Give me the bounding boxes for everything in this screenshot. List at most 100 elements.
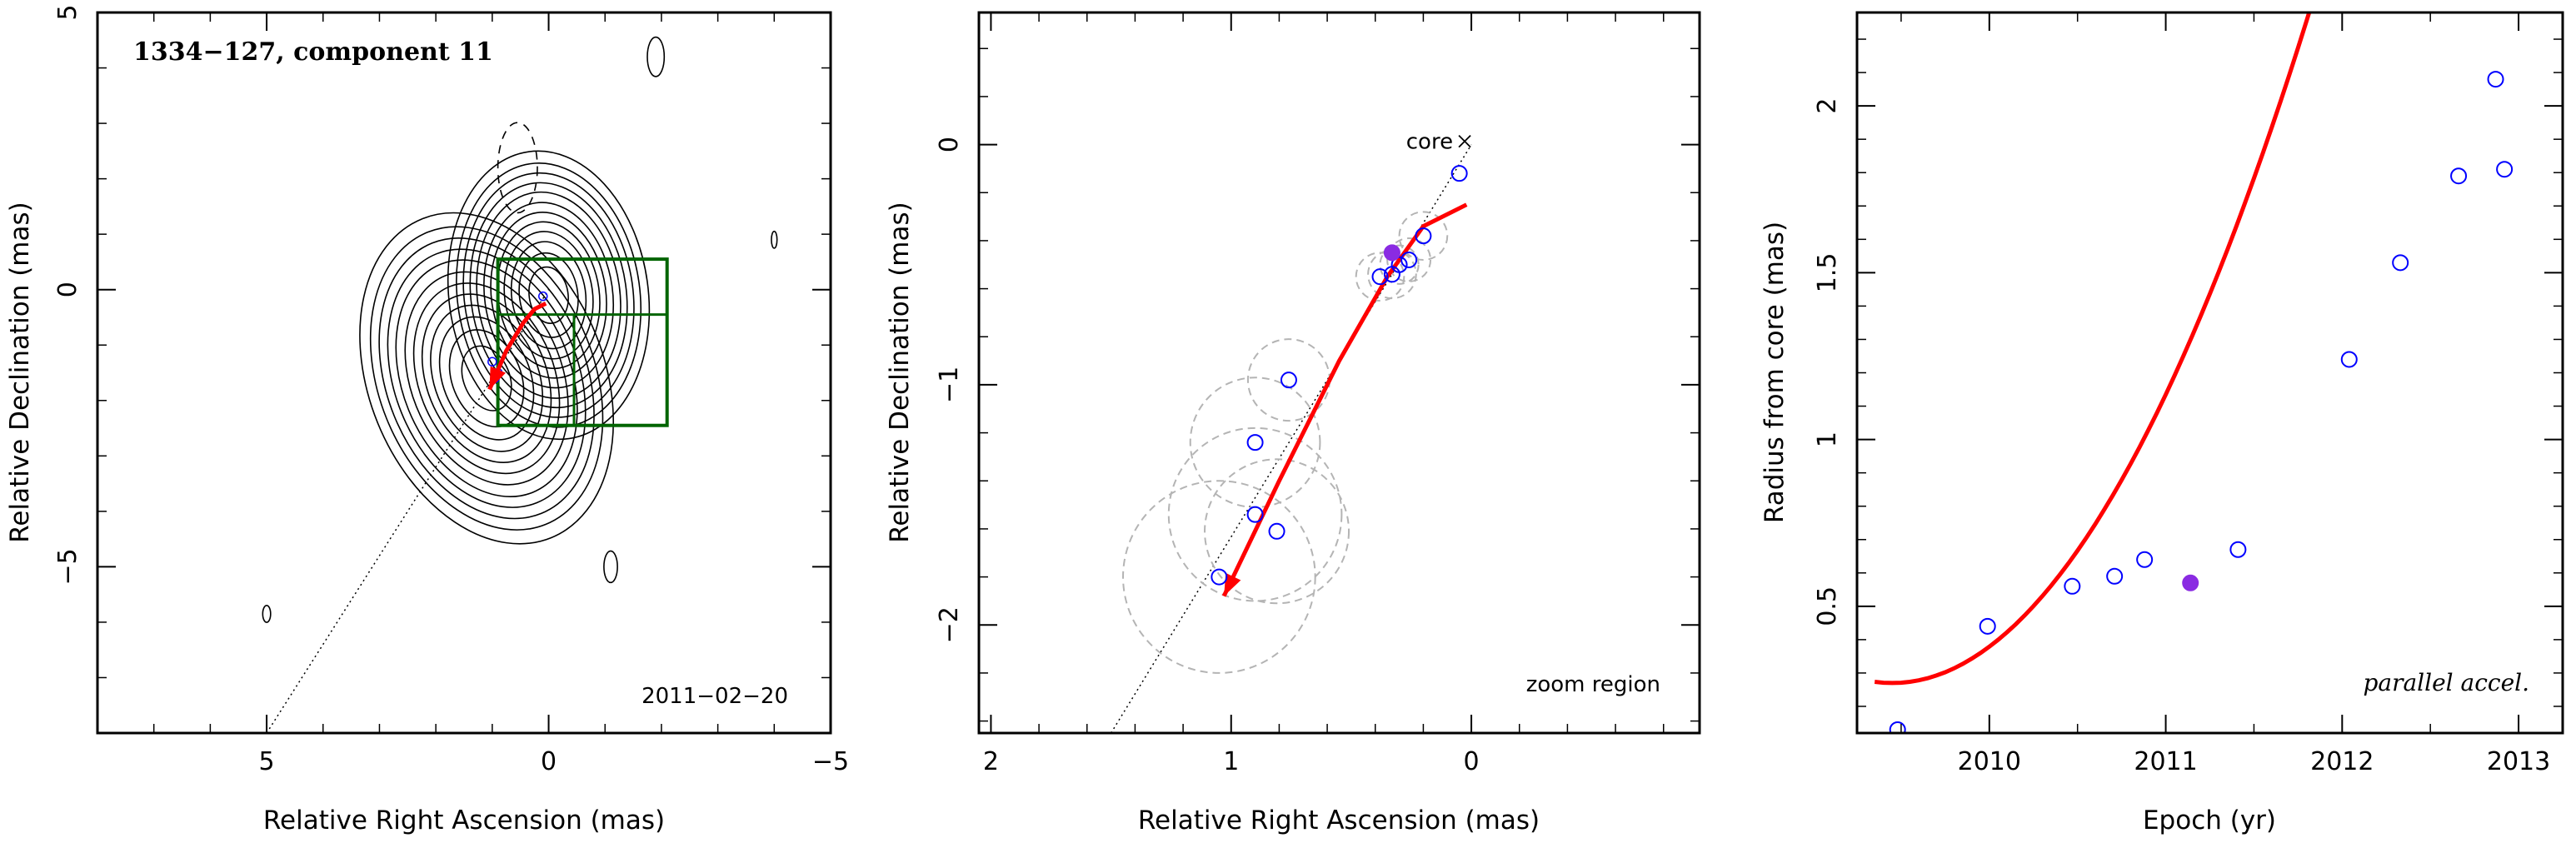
open-point <box>1889 721 1906 733</box>
radius-y-tick-label: 2 <box>1813 98 1842 114</box>
error-circle <box>1204 458 1350 605</box>
zoom-x-tick-label: 0 <box>1464 747 1480 776</box>
radius-epoch-label: parallel accel. <box>2363 669 2529 696</box>
contour-level <box>456 162 642 428</box>
contour-level <box>359 212 614 545</box>
trajectory-arrow <box>1224 572 1241 596</box>
radius-epoch-ticks: 2010 2011 2012 2013 0.5 1 1.5 2 <box>1813 12 2563 776</box>
contour-level <box>369 226 604 531</box>
filled-point <box>2182 574 2199 591</box>
contour-level <box>462 172 635 418</box>
open-point <box>2064 577 2081 595</box>
radius-epoch-frame <box>1855 11 2564 735</box>
contour-map-ylabel: Relative Declination (mas) <box>5 202 35 543</box>
open-point <box>2136 551 2154 568</box>
epoch-x-tick-label: 2011 <box>2134 747 2197 776</box>
zoom-x-tick-label: 2 <box>983 747 999 776</box>
error-circle <box>1386 237 1432 282</box>
open-point <box>2450 167 2468 185</box>
isolated-contour <box>262 604 272 623</box>
radius-epoch-xlabel: Epoch (yr) <box>2143 806 2276 836</box>
open-point <box>2106 567 2124 585</box>
trajectory-line <box>1221 202 1468 597</box>
zoom-region-ylabel: Relative Declination (mas) <box>885 202 915 543</box>
open-point <box>1371 268 1389 286</box>
isolated-contour <box>497 122 538 214</box>
isolated-contour <box>646 36 666 77</box>
panel-radius-epoch: 2010 2011 2012 2013 0.5 1 1.5 2 parallel accel.… <box>1760 11 2564 836</box>
open-point <box>2487 71 2504 88</box>
open-point <box>2392 254 2409 272</box>
epoch-x-tick-label: 2013 <box>2487 747 2550 776</box>
zoom-region-frame <box>977 11 1701 735</box>
contour-map-x-tick-label: 5 <box>259 747 275 776</box>
contour-level <box>490 212 607 379</box>
position-marker <box>487 357 497 367</box>
epoch-x-tick-label: 2012 <box>2310 747 2374 776</box>
open-point <box>2496 161 2514 178</box>
panel-contour-map: 5 0 −5 5 0 −5 1334−127, component 11 2011−02−… <box>5 4 849 836</box>
contour-map-xlabel: Relative Right Ascension (mas) <box>263 806 665 836</box>
contour-map-y-tick-label: 5 <box>53 4 82 20</box>
contour-map-content <box>262 36 778 733</box>
contour-level <box>412 282 561 475</box>
contour-map-title: 1334−127, component 11 <box>133 37 493 67</box>
isolated-contour <box>771 230 778 249</box>
error-circle <box>1122 480 1316 674</box>
zoom-region-content <box>1110 134 1472 733</box>
open-point <box>1246 506 1264 523</box>
contour-level <box>430 304 544 452</box>
radius-epoch-content <box>1874 12 2514 733</box>
open-point <box>1268 522 1286 540</box>
open-point <box>1383 266 1400 283</box>
radius-y-tick-label: 0.5 <box>1813 586 1842 626</box>
contour-level <box>387 248 587 508</box>
zoom-region-label: zoom region <box>1526 672 1660 697</box>
open-point <box>2340 351 2358 368</box>
contour-map-y-tick-label: −5 <box>53 548 82 585</box>
contour-level <box>404 271 569 486</box>
contour-map-y-tick-label: 0 <box>53 282 82 297</box>
fit-curve <box>1874 12 2312 686</box>
open-point <box>1979 617 1996 635</box>
contour-level <box>438 316 535 441</box>
contour-level <box>518 252 579 338</box>
trajectory-arrow <box>489 366 507 390</box>
zoom-box <box>496 257 669 427</box>
zoom-region-ticks: 2 1 0 0 −1 −2 <box>935 12 1700 776</box>
panel-zoom-region: 2 1 0 0 −1 −2 core zoom region Relative Right… <box>885 11 1701 836</box>
open-point <box>1450 165 1468 182</box>
contour-map-date: 2011−02−20 <box>642 684 788 709</box>
open-point <box>1415 227 1432 245</box>
contour-level <box>395 259 578 498</box>
position-marker <box>538 291 548 302</box>
contour-level <box>483 202 615 389</box>
contour-level <box>469 182 628 409</box>
epoch-x-tick-label: 2010 <box>1958 747 2021 776</box>
zoom-y-tick-label: 0 <box>935 137 964 152</box>
zoom-y-tick-label: −2 <box>935 606 964 643</box>
error-circle <box>1167 426 1343 602</box>
contour-map-ticks: 5 0 −5 5 0 −5 <box>53 4 849 776</box>
open-point <box>2229 541 2247 558</box>
contour-map-x-tick-label: −5 <box>812 747 849 776</box>
core-label: core <box>1406 130 1453 155</box>
isolated-contour <box>603 550 618 584</box>
zoom-x-tick-label: 1 <box>1223 747 1239 776</box>
open-point <box>1246 434 1264 451</box>
open-point <box>1211 568 1228 586</box>
contour-level <box>421 293 552 463</box>
open-point <box>1400 251 1418 268</box>
zoom-region-xlabel: Relative Right Ascension (mas) <box>1138 806 1540 836</box>
contour-level <box>447 150 651 441</box>
error-circle <box>1355 252 1405 302</box>
contour-map-x-tick-label: 0 <box>541 747 557 776</box>
core-marker <box>1458 134 1471 148</box>
contour-level <box>378 237 595 520</box>
filled-point <box>1383 244 1400 262</box>
open-point <box>1280 372 1297 389</box>
radius-epoch-ylabel: Radius from core (mas) <box>1760 222 1790 523</box>
radius-y-tick-label: 1.5 <box>1813 253 1842 293</box>
contour-level <box>503 231 594 360</box>
